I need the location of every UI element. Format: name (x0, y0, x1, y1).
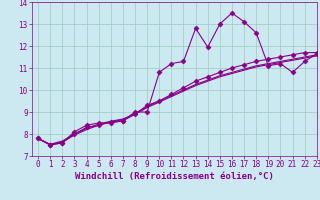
X-axis label: Windchill (Refroidissement éolien,°C): Windchill (Refroidissement éolien,°C) (75, 172, 274, 181)
